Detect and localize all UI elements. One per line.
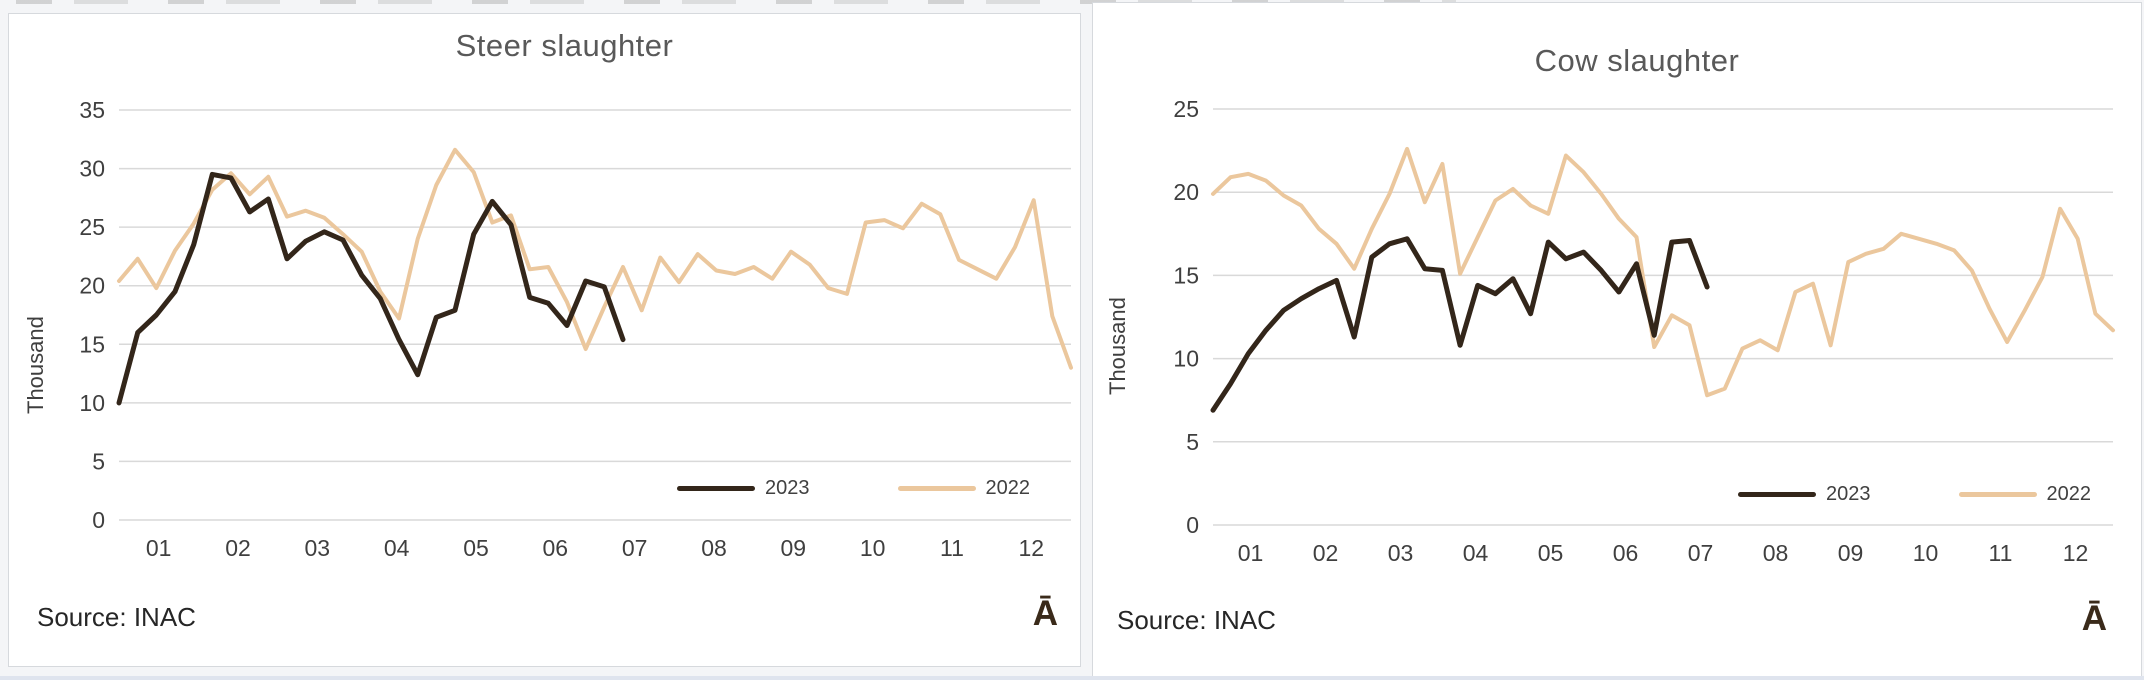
svg-text:15: 15 (79, 331, 105, 357)
svg-text:15: 15 (1173, 262, 1199, 288)
bottom-strip (0, 676, 2144, 680)
svg-text:12: 12 (2063, 540, 2089, 566)
svg-text:03: 03 (1388, 540, 1414, 566)
legend-item-2022: 2022 (1958, 483, 2092, 506)
svg-text:10: 10 (1913, 540, 1939, 566)
svg-text:10: 10 (860, 535, 886, 561)
svg-text:20: 20 (1173, 179, 1199, 205)
svg-text:08: 08 (701, 535, 727, 561)
legend-line-2023 (677, 486, 755, 491)
legend-line-2023 (1738, 492, 1816, 497)
source-note: Source: INAC (1117, 605, 1276, 635)
legend-label-2023: 2023 (1826, 483, 1871, 505)
source-note: Source: INAC (37, 602, 196, 632)
steer-chart-panel: Steer slaughter Thousand 0 5 10 15 20 25 30 35 0… (8, 13, 1081, 667)
svg-text:25: 25 (79, 214, 105, 240)
legend-item-2023: 2023 (1738, 483, 1871, 506)
svg-text:02: 02 (225, 535, 251, 561)
svg-text:01: 01 (1238, 540, 1264, 566)
legend-label-2022: 2022 (2046, 483, 2092, 505)
cropped-text-strip (16, 0, 1456, 4)
svg-text:12: 12 (1019, 535, 1045, 561)
svg-text:10: 10 (79, 390, 105, 416)
svg-text:10: 10 (1173, 346, 1199, 372)
svg-text:08: 08 (1763, 540, 1789, 566)
svg-text:02: 02 (1313, 540, 1339, 566)
svg-text:03: 03 (305, 535, 331, 561)
legend-line-2022 (1958, 492, 2037, 497)
svg-text:11: 11 (1989, 540, 2013, 566)
svg-text:11: 11 (940, 535, 964, 561)
svg-text:04: 04 (384, 535, 410, 561)
svg-text:09: 09 (781, 535, 807, 561)
chart-title: Steer slaughter (455, 28, 674, 63)
svg-text:5: 5 (92, 448, 105, 474)
svg-text:01: 01 (146, 535, 172, 561)
svg-text:07: 07 (1688, 540, 1714, 566)
svg-text:0: 0 (92, 507, 105, 533)
svg-text:05: 05 (463, 535, 489, 561)
svg-text:5: 5 (1186, 429, 1199, 455)
svg-text:04: 04 (1463, 540, 1489, 566)
svg-text:30: 30 (79, 156, 105, 182)
svg-text:06: 06 (1613, 540, 1639, 566)
legend: 2023 2022 (1738, 483, 2091, 506)
svg-text:25: 25 (1173, 96, 1199, 122)
svg-text:0: 0 (1186, 512, 1199, 538)
legend-item-2022: 2022 (897, 477, 1031, 500)
brand-logo: Ā (2081, 599, 2107, 638)
brand-logo: Ā (1032, 594, 1058, 633)
svg-text:35: 35 (79, 97, 105, 123)
svg-text:07: 07 (622, 535, 648, 561)
legend-item-2023: 2023 (677, 477, 810, 500)
svg-text:06: 06 (543, 535, 569, 561)
svg-text:09: 09 (1838, 540, 1864, 566)
svg-text:20: 20 (79, 273, 105, 299)
cow-chart-panel: Cow slaughter Thousand 0 5 10 15 20 25 01 02 03 0… (1092, 2, 2142, 678)
svg-text:05: 05 (1538, 540, 1564, 566)
legend-label-2023: 2023 (765, 477, 810, 499)
legend: 2023 2022 (677, 477, 1030, 500)
legend-line-2022 (897, 486, 976, 491)
legend-label-2022: 2022 (985, 477, 1031, 499)
chart-title: Cow slaughter (1534, 43, 1740, 78)
